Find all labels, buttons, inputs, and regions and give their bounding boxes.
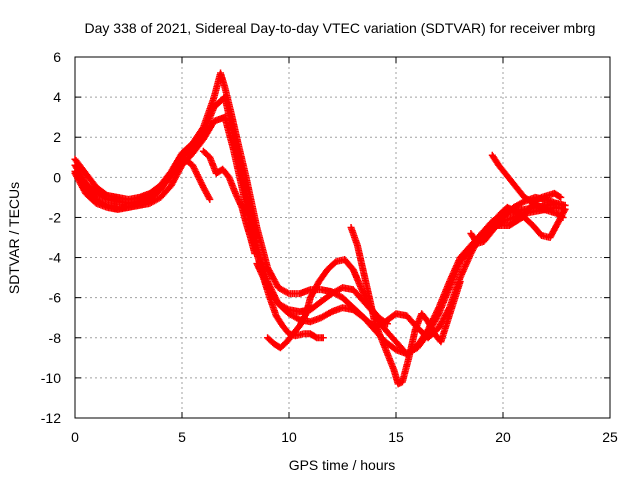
- data-point: [433, 307, 441, 315]
- x-tick-label: 15: [388, 429, 404, 445]
- data-point: [198, 180, 206, 188]
- data-point: [560, 207, 568, 215]
- data-point: [196, 177, 204, 185]
- data-point: [561, 205, 569, 213]
- data-point: [434, 305, 442, 313]
- x-tick-label: 5: [178, 429, 186, 445]
- y-tick-label: -2: [49, 209, 62, 225]
- data-point: [194, 172, 202, 180]
- y-tick-label: -4: [49, 250, 62, 266]
- data-point: [189, 161, 197, 169]
- y-tick-label: -10: [41, 370, 61, 386]
- data-point: [206, 195, 214, 203]
- data-points: [71, 69, 569, 388]
- data-point: [191, 166, 199, 174]
- data-point: [319, 334, 327, 342]
- data-point: [301, 311, 309, 319]
- data-point: [430, 313, 438, 321]
- data-point: [283, 289, 291, 297]
- data-point: [432, 310, 440, 318]
- data-point: [429, 315, 437, 323]
- plot-frame: [74, 56, 611, 419]
- y-tick-label: -8: [49, 330, 62, 346]
- y-tick-label: -6: [49, 290, 62, 306]
- data-point: [433, 308, 441, 316]
- y-tick-label: 0: [53, 169, 61, 185]
- series-track-5: [199, 147, 259, 258]
- y-tick-label: 2: [53, 129, 61, 145]
- data-point: [456, 278, 464, 286]
- data-point: [382, 319, 390, 327]
- data-point: [251, 250, 259, 258]
- data-point: [197, 179, 205, 187]
- data-point: [189, 163, 197, 171]
- x-tick-labels: 0 5 10 15 20 25: [71, 429, 618, 445]
- series-track-10: [495, 203, 569, 241]
- data-point: [193, 171, 201, 179]
- series-track-11: [467, 189, 565, 248]
- data-point: [196, 175, 204, 183]
- y-axis-label: SDTVAR / TECUs: [6, 182, 22, 294]
- y-tick-label: 4: [53, 89, 61, 105]
- data-point: [383, 320, 391, 328]
- data-point: [431, 312, 439, 320]
- x-tick-label: 10: [281, 429, 297, 445]
- data-point: [190, 164, 198, 172]
- data-point: [557, 193, 565, 201]
- x-tick-label: 20: [495, 429, 511, 445]
- series-track-4: [71, 153, 214, 213]
- x-tick-label: 0: [71, 429, 79, 445]
- data-point: [195, 174, 203, 182]
- data-point: [205, 194, 213, 202]
- data-point: [192, 168, 200, 176]
- y-tick-label: -12: [41, 410, 61, 426]
- series-track-6: [253, 260, 327, 342]
- chart-title: Day 338 of 2021, Sidereal Day-to-day VTE…: [85, 20, 596, 36]
- data-point: [555, 193, 563, 201]
- y-tick-label: 6: [53, 49, 61, 65]
- x-tick-label: 25: [602, 429, 618, 445]
- data-point: [193, 169, 201, 177]
- y-tick-labels: -12 -10 -8 -6 -4 -2 0 2 4 6: [41, 49, 61, 426]
- series-track-8: [347, 223, 464, 388]
- x-axis-label: GPS time / hours: [289, 457, 396, 473]
